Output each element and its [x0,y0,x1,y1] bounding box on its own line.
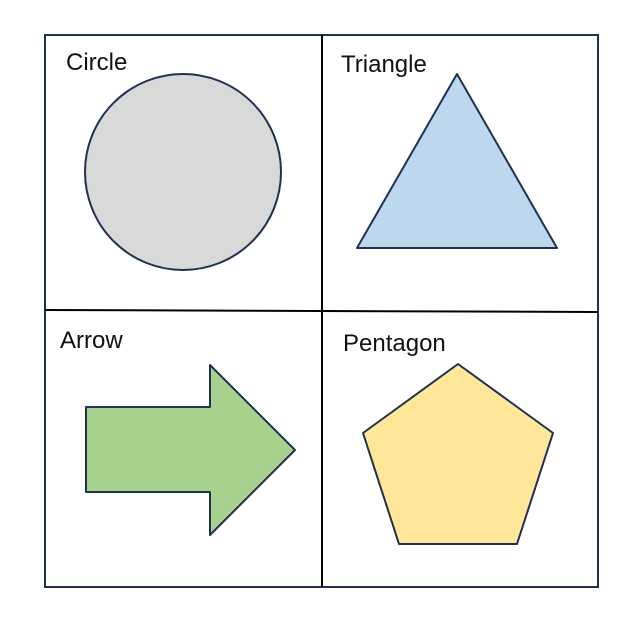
arrow-shape [85,364,296,536]
cell-arrow: Arrow [60,327,296,536]
circle-label: Circle [66,49,127,76]
pentagon-shape [362,363,554,545]
cell-triangle: Triangle [341,51,558,249]
cell-circle: Circle [66,49,282,271]
grid-horizontal-divider [44,309,599,313]
pentagon-label: Pentagon [343,330,446,357]
arrow-label: Arrow [60,327,123,354]
grid [44,34,599,588]
circle-shape [84,73,282,271]
triangle-label: Triangle [341,51,427,78]
triangle-shape [356,73,558,249]
cell-pentagon: Pentagon [343,330,554,545]
